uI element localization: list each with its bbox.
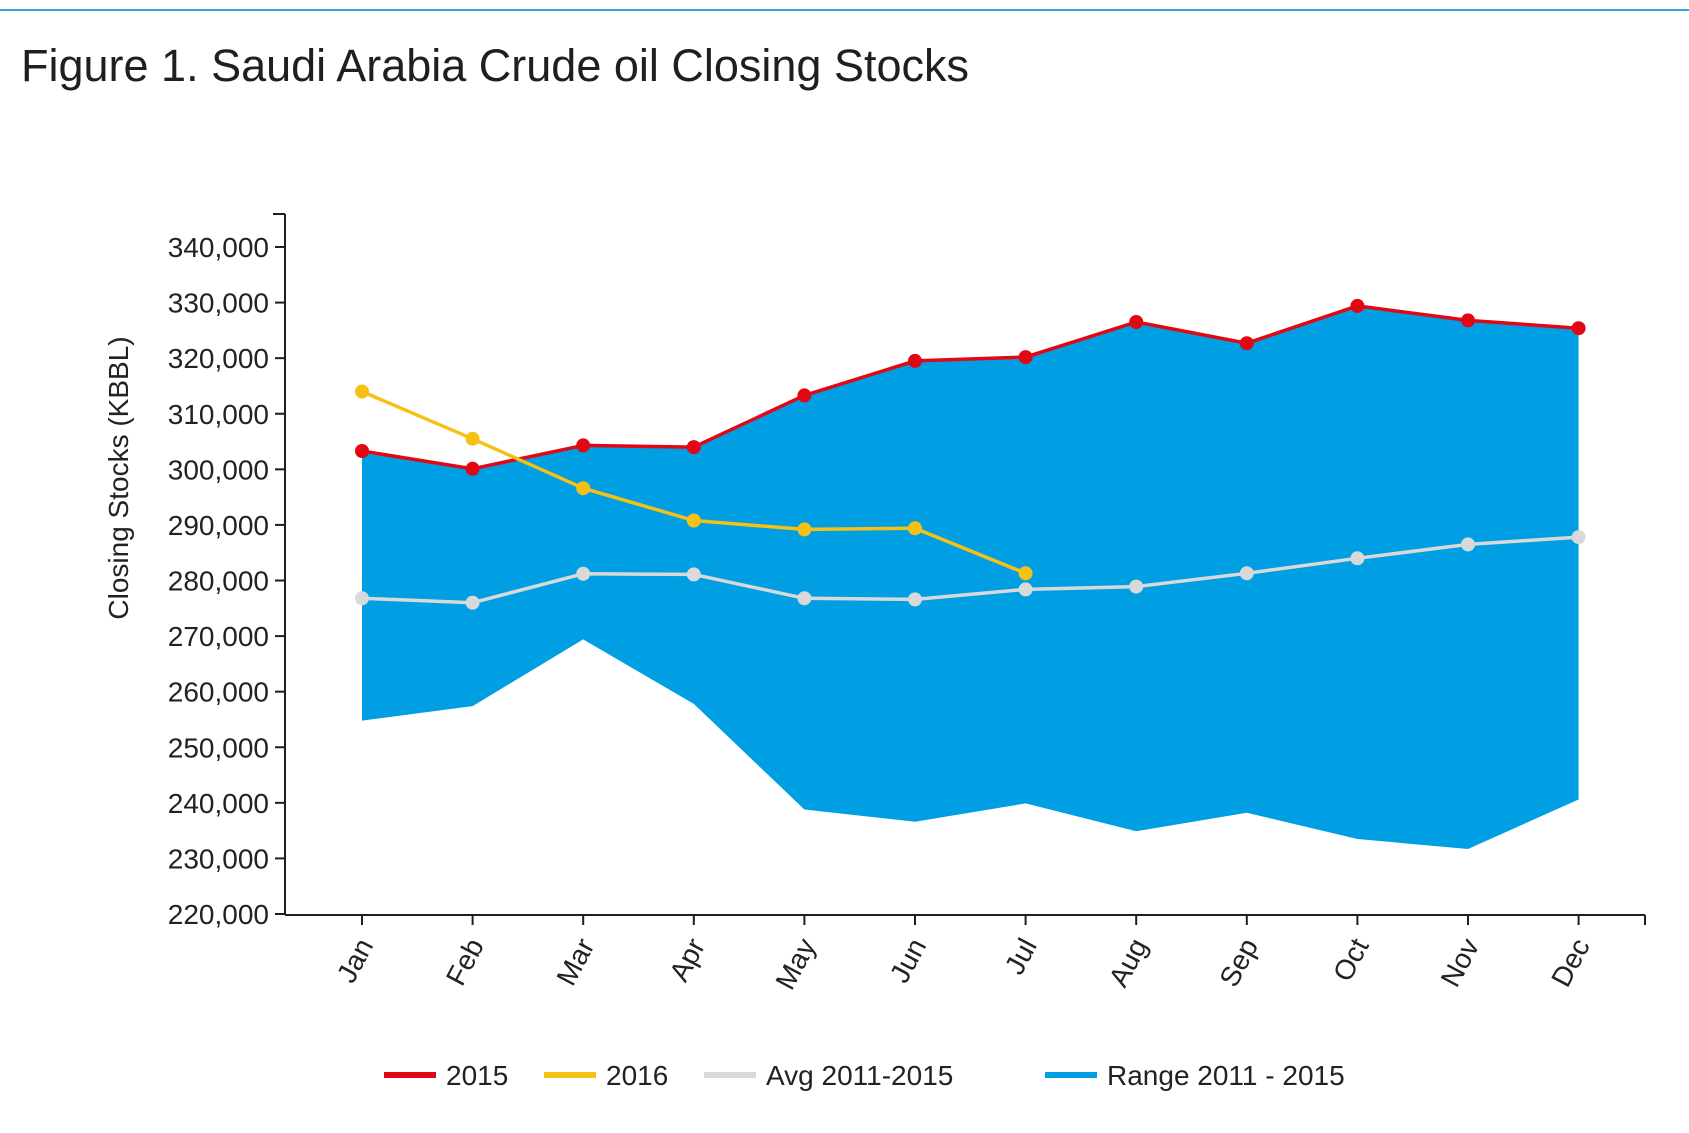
legend-item-avg-2011-2015: Avg 2011-2015 bbox=[704, 1060, 953, 1091]
range-layer bbox=[362, 305, 1579, 849]
range-band bbox=[362, 305, 1579, 849]
series-line-avg-2011-2015 bbox=[361, 535, 1579, 605]
point-avg-2011-2015-mar bbox=[576, 566, 591, 581]
point-2016-mar bbox=[576, 481, 591, 496]
legend-label: Avg 2011-2015 bbox=[766, 1060, 953, 1091]
y-tick-label: 310,000 bbox=[168, 399, 269, 430]
series-2015 bbox=[355, 298, 1586, 476]
point-2015-oct bbox=[1350, 298, 1365, 313]
point-avg-2011-2015-jun bbox=[908, 592, 922, 607]
point-avg-2011-2015-oct bbox=[1350, 551, 1365, 566]
y-tick-label: 340,000 bbox=[168, 232, 269, 263]
point-2016-may bbox=[797, 522, 812, 537]
point-2016-apr bbox=[686, 513, 701, 528]
y-tick-label: 330,000 bbox=[168, 288, 269, 319]
legend-item-2016: 2016 bbox=[544, 1060, 668, 1091]
point-2015-dec bbox=[1571, 321, 1586, 336]
x-tick-label-apr: Apr bbox=[663, 933, 711, 986]
legend-swatch bbox=[384, 1072, 436, 1078]
legend-swatch bbox=[544, 1072, 596, 1078]
y-tick-label: 290,000 bbox=[168, 510, 269, 541]
point-avg-2011-2015-apr bbox=[686, 567, 701, 582]
x-tick-label-dec: Dec bbox=[1545, 933, 1596, 992]
series-avg-2011-2015 bbox=[355, 530, 1586, 610]
top-rule bbox=[0, 9, 1689, 11]
point-2015-feb bbox=[465, 461, 480, 476]
legend-label: 2015 bbox=[446, 1060, 508, 1091]
point-avg-2011-2015-may bbox=[797, 591, 812, 606]
point-2015-jun bbox=[908, 353, 922, 368]
x-tick-label-jun: Jun bbox=[884, 933, 933, 987]
point-2015-mar bbox=[576, 438, 591, 453]
series-2016 bbox=[355, 384, 1033, 581]
y-tick-label: 230,000 bbox=[168, 843, 269, 874]
figure-title: Figure 1. Saudi Arabia Crude oil Closing… bbox=[21, 40, 969, 91]
x-ticks: Jan Feb Mar Apr May Jun Jul Aug Sep Oct Nov Dec bbox=[331, 915, 1596, 995]
point-avg-2011-2015-sep bbox=[1239, 566, 1254, 581]
y-tick-label: 220,000 bbox=[168, 899, 269, 930]
point-2015-aug bbox=[1129, 315, 1144, 329]
x-tick-label-may: May bbox=[769, 933, 821, 994]
point-avg-2011-2015-feb bbox=[465, 595, 480, 610]
point-2015-sep bbox=[1239, 336, 1254, 351]
series-layer bbox=[355, 298, 1586, 610]
point-avg-2011-2015-dec bbox=[1571, 530, 1586, 545]
y-tick-label: 280,000 bbox=[168, 566, 269, 597]
point-avg-2011-2015-jul bbox=[1018, 582, 1033, 597]
x-tick-label-mar: Mar bbox=[550, 933, 600, 990]
x-tick-label-aug: Aug bbox=[1103, 933, 1154, 992]
x-tick-label-jan: Jan bbox=[331, 933, 380, 987]
point-avg-2011-2015-nov bbox=[1461, 537, 1475, 552]
y-tick-label: 250,000 bbox=[168, 732, 269, 763]
x-tick-label-oct: Oct bbox=[1327, 933, 1375, 986]
point-2015-jul bbox=[1018, 350, 1033, 365]
y-tick-label: 270,000 bbox=[168, 621, 269, 652]
x-tick-label-nov: Nov bbox=[1435, 933, 1486, 992]
x-tick-label-jul: Jul bbox=[999, 933, 1043, 979]
y-ticks: 220,000 230,000 240,000 250,000 260,000 270,0… bbox=[168, 232, 285, 930]
x-tick-label-feb: Feb bbox=[440, 933, 490, 990]
point-avg-2011-2015-jan bbox=[355, 591, 369, 606]
legend-item-range-2011-2015: Range 2011 - 2015 bbox=[1045, 1060, 1345, 1091]
legend-swatch bbox=[1045, 1072, 1097, 1078]
y-tick-label: 260,000 bbox=[168, 677, 269, 708]
legend: 2015 2016 Avg 2011-2015 Range 2011 - 2015 bbox=[384, 1060, 1345, 1091]
point-2016-jul bbox=[1018, 566, 1033, 581]
legend-label: Range 2011 - 2015 bbox=[1107, 1060, 1345, 1091]
y-tick-label: 300,000 bbox=[168, 454, 269, 485]
point-2016-feb bbox=[465, 431, 480, 446]
point-2016-jun bbox=[908, 521, 922, 536]
point-2015-apr bbox=[686, 440, 701, 455]
point-2016-jan bbox=[355, 384, 369, 399]
legend-swatch bbox=[704, 1072, 756, 1078]
legend-item-2015: 2015 bbox=[384, 1060, 508, 1091]
y-axis-title: Closing Stocks (KBBL) bbox=[103, 336, 134, 619]
point-avg-2011-2015-aug bbox=[1129, 579, 1144, 594]
point-2015-may bbox=[797, 388, 812, 403]
point-2015-jan bbox=[355, 444, 369, 458]
x-tick-label-sep: Sep bbox=[1213, 933, 1264, 992]
y-tick-label: 320,000 bbox=[168, 343, 269, 374]
legend-label: 2016 bbox=[606, 1060, 668, 1091]
point-2015-nov bbox=[1461, 313, 1475, 328]
series-line-2015 bbox=[361, 304, 1579, 471]
y-tick-label: 240,000 bbox=[168, 788, 269, 819]
